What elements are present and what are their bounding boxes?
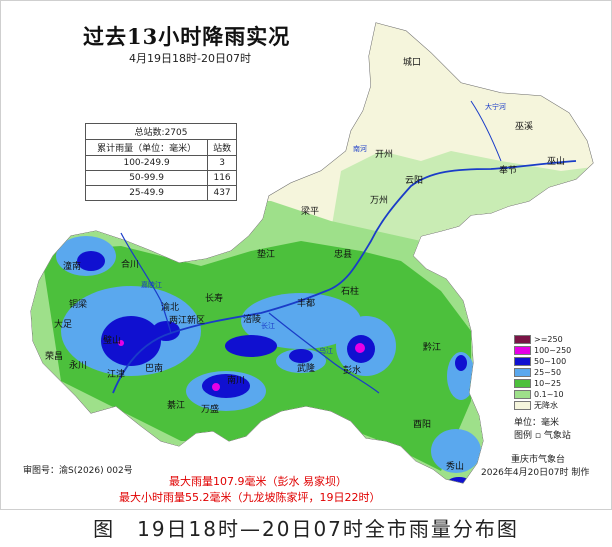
legend-item: 0.1~10 [514,389,571,400]
made-time: 2026年4月20日07时 制作 [481,468,590,478]
jialing-river [120,232,172,334]
place-fengdu: 丰都 [297,297,315,309]
table-row: 50-99.9 116 [84,170,237,186]
agency-label: 重庆市气象台 [511,455,566,465]
legend-swatch [514,368,531,377]
place-wulong: 武隆 [297,362,315,374]
place-tongliang: 铜梁 [69,298,87,310]
place-youyang: 酉阳 [413,419,431,430]
place-hechuan: 合川 [121,258,139,270]
legend-item: 无降水 [514,400,571,411]
legend-swatch [514,357,531,366]
place-kaizhou: 开州 [375,149,393,160]
figure-caption: 图 19日18时—20日07时全市雨量分布图 [93,517,519,541]
daning-river [470,100,502,162]
stats-count: 3 [207,155,237,171]
map-title: 过去13小时降雨实况 [83,24,291,49]
place-qijiang: 綦江 [167,399,185,411]
place-bishan: 璧山 [103,334,121,346]
legend-label: 50~100 [534,357,567,366]
place-liangjiang: 两江新区 [169,314,205,326]
legend-label: >=250 [534,335,563,344]
legend-swatch [514,379,531,388]
stats-header-count: 站数 [207,139,237,156]
river-label-daning: 大宁河 [485,102,506,111]
stats-range: 50-99.9 [84,170,209,186]
place-fuling: 涪陵 [243,313,261,325]
place-liangping: 梁平 [301,205,319,217]
legend-swatch [514,401,531,410]
place-yubei: 渝北 [161,301,179,313]
place-dazu: 大足 [54,318,72,330]
legend-item: 25~50 [514,367,571,378]
map-approval-number: 审图号：渝S(2026) 002号 [23,466,133,476]
stats-range: 100-249.9 [84,155,209,171]
legend-item: 50~100 [514,356,571,367]
river-label-nanhe: 南河 [353,144,367,153]
legend-item: 10~25 [514,378,571,389]
rainfall-map: 大宁河 南河 长江 嘉陵江 乌江 城口 巫溪 开州 奉节 巫山 云阳 万州 梁平… [30,22,594,484]
map-subtitle: 4月19日18时-20日07时 [129,52,251,65]
river-label-wujiang: 乌江 [319,346,333,355]
place-qianjiang: 黔江 [423,341,441,353]
legend-label: 无降水 [534,401,558,410]
legend-station: 图例 ▫ 气象站 [514,431,571,441]
stats-count: 437 [207,185,237,201]
stats-range: 25-49.9 [84,185,209,201]
place-xiushan: 秀山 [446,460,464,472]
place-wuxi: 巫溪 [515,120,533,132]
place-nanchuan: 南川 [227,374,245,386]
table-row: 100-249.9 3 [84,155,237,171]
river-label-jialing: 嘉陵江 [141,280,162,289]
table-row: 25-49.9 437 [84,185,237,201]
place-yunyang: 云阳 [405,175,423,186]
place-changshou: 长寿 [205,292,223,304]
legend-label: 25~50 [534,368,562,377]
stats-total: 总站数:2705 [85,123,237,140]
place-chengkou: 城口 [403,57,421,68]
yangtze-river [112,160,577,394]
place-wushan: 巫山 [547,156,565,167]
rainfall-legend: >=250 100~250 50~100 25~50 10~25 0.1~10 … [514,334,571,443]
place-yongchuan: 永川 [69,359,87,371]
legend-swatch [514,390,531,399]
river-label-yangtze: 长江 [261,321,275,330]
wu-river [268,312,380,394]
legend-item: 100~250 [514,345,571,356]
max-rainfall-note: 最大雨量107.9毫米（彭水 易家坝） [169,475,347,488]
place-tongnan: 潼南 [63,260,81,272]
place-shizhu: 石柱 [341,285,359,297]
max-hourly-rainfall-note: 最大小时雨量55.2毫米（九龙坡陈家坪，19日22时） [119,491,381,504]
place-fengjie: 奉节 [499,164,517,176]
place-dianjiang: 垫江 [257,248,275,260]
place-jiangjin: 江津 [107,369,125,380]
legend-label: 10~25 [534,379,562,388]
station-stats-table: 总站数:2705 累计雨量（单位：毫米） 站数 100-249.9 3 50-9… [84,123,237,201]
stats-header-range: 累计雨量（单位：毫米） [84,139,209,156]
place-pengshui: 彭水 [343,364,361,376]
map-frame: 大宁河 南河 长江 嘉陵江 乌江 城口 巫溪 开州 奉节 巫山 云阳 万州 梁平… [0,0,612,510]
legend-item: >=250 [514,334,571,345]
legend-label: 0.1~10 [534,390,564,399]
place-wansheng: 万盛 [201,403,219,415]
place-wanzhou: 万州 [370,195,388,206]
place-banan: 巴南 [145,362,163,374]
stats-count: 116 [207,170,237,186]
place-rongchang: 荣昌 [45,350,63,362]
legend-label: 100~250 [534,346,572,355]
legend-swatch [514,346,531,355]
legend-swatch [514,335,531,344]
place-zhongxian: 忠县 [334,249,352,260]
legend-unit: 单位：毫米 [514,418,560,428]
